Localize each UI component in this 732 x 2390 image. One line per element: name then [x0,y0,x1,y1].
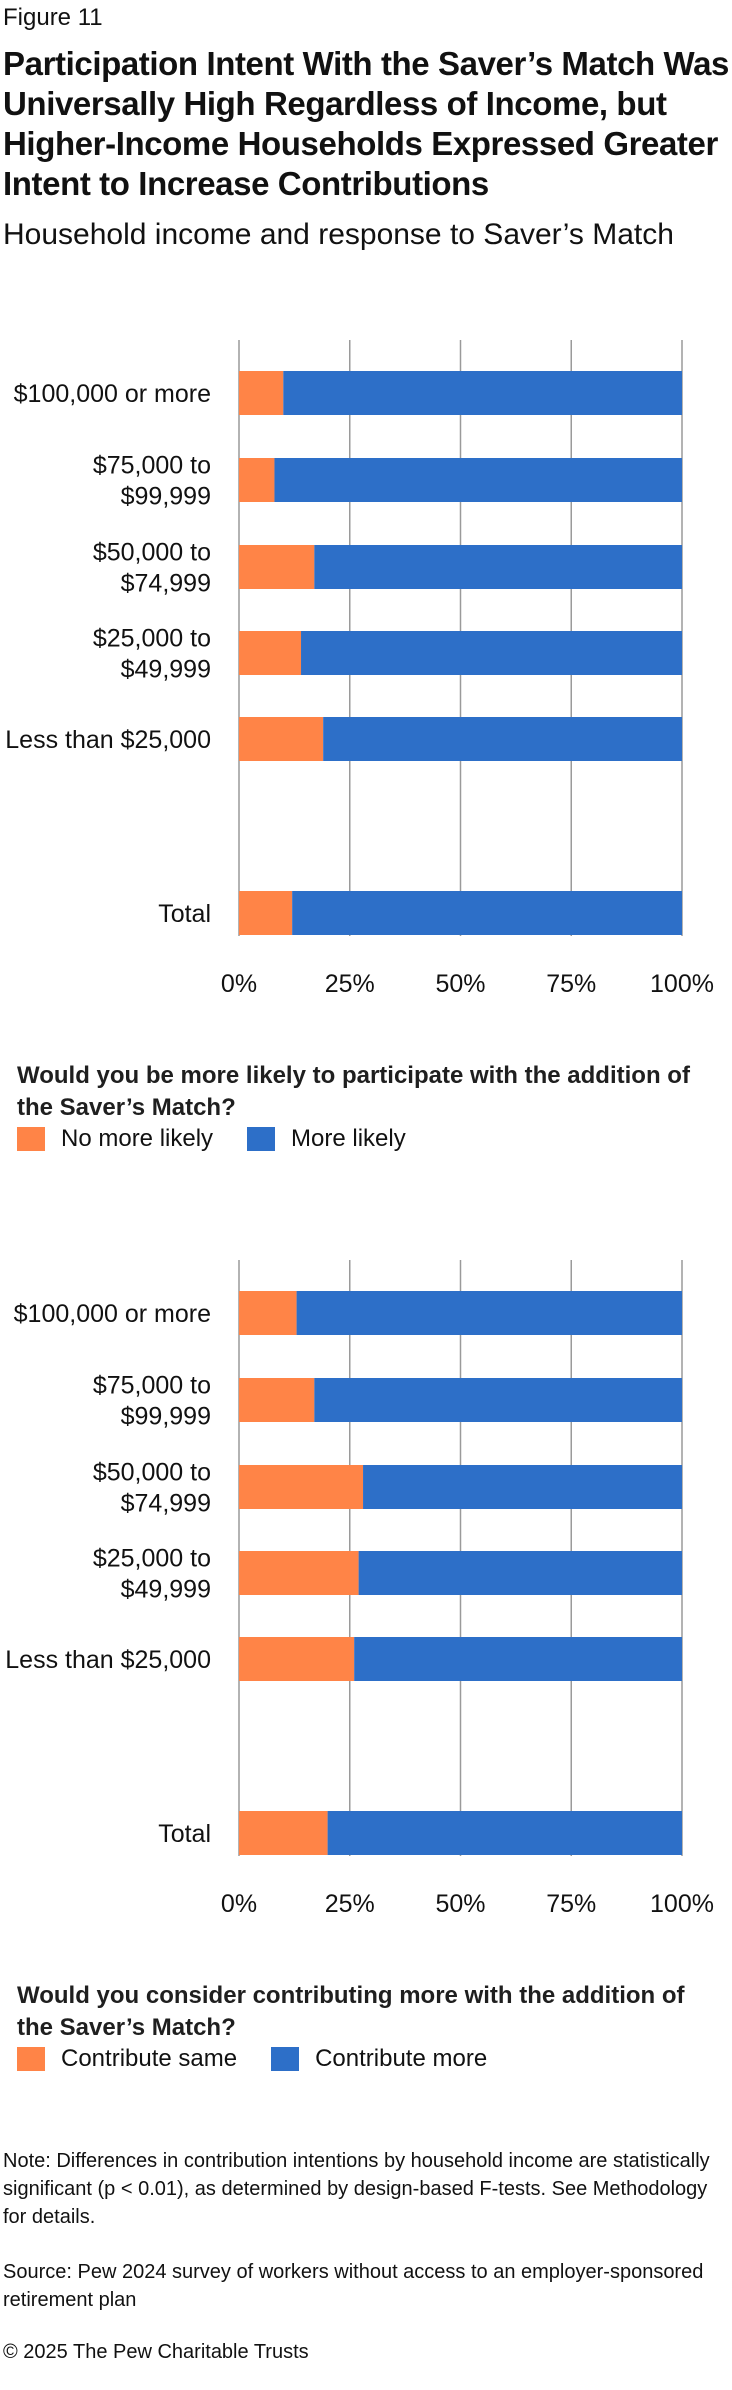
legend-label: No more likely [61,1125,214,1152]
bar-orange-1 [239,371,284,415]
bar-blue-4 [358,1551,682,1595]
note-text: Note: Differences in contribution intent… [3,2150,710,2228]
bar-blue-5 [354,1637,682,1681]
bar-blue-3 [314,545,682,589]
x-tick-label: 25% [325,1890,375,1918]
x-tick-label: 50% [435,1890,485,1918]
x-tick-label: 0% [221,1890,257,1918]
copyright-text: © 2025 The Pew Charitable Trusts [3,2341,309,2363]
bar-orange-2 [239,458,275,502]
x-tick-label: 100% [650,1890,714,1918]
legend-item-orange: Contribute same [17,2044,237,2074]
category-label: $99,999 [121,1403,211,1431]
chart-subtitle: Household income and response to Saver’s… [3,218,674,251]
x-tick-label: 75% [546,1890,596,1918]
chart1-legend-question: Would you be more likely to participate … [17,1062,690,1121]
legend-label: More likely [291,1125,406,1152]
participation-bar-chart: 0% 25% 50% 75% 100% $100,000 or more $75,000 t… [5,340,714,998]
bar-orange-4 [239,631,302,675]
bar-orange-6 [239,891,293,935]
bar-blue-1 [296,1291,682,1335]
legend-swatch-blue [247,1127,276,1151]
category-label: Less than $25,000 [5,1646,211,1674]
x-tick-label: 0% [221,970,257,998]
legend-item-blue: More likely [247,1124,406,1154]
x-tick-label: 100% [650,970,714,998]
category-label: Less than $25,000 [5,726,211,754]
source-text: Source: Pew 2024 survey of workers witho… [3,2261,704,2311]
category-label: $99,999 [121,483,211,511]
bar-blue-6 [327,1811,682,1855]
chart-title: Participation Intent With the Saver’s Ma… [3,45,729,202]
bar-orange-6 [239,1811,328,1855]
x-tick-label: 75% [546,970,596,998]
category-label: $74,999 [121,570,211,598]
category-label: $74,999 [121,1490,211,1518]
category-label: $49,999 [121,1576,211,1604]
x-tick-label: 25% [325,970,375,998]
bar-orange-1 [239,1291,297,1335]
legend-swatch-orange [17,2047,45,2071]
bar-blue-1 [283,371,682,415]
legend-item-orange: No more likely [17,1124,213,1154]
category-label: $75,000 to [93,452,211,480]
chart2-legend-question: Would you consider contributing more wit… [17,1982,685,2041]
category-label: Total [158,900,211,928]
legend-label: Contribute same [61,2045,238,2072]
bar-orange-2 [239,1378,315,1422]
bar-blue-6 [292,891,682,935]
bar-orange-3 [239,545,315,589]
category-label: $25,000 to [93,625,211,653]
category-label: $75,000 to [93,1372,211,1400]
bar-blue-5 [323,717,682,761]
legend-label: Contribute more [315,2045,488,2072]
category-label: $25,000 to [93,1545,211,1573]
bar-blue-2 [274,458,682,502]
category-label: Total [158,1820,211,1848]
x-tick-label: 50% [435,970,485,998]
chart1-legend: No more likely More likely [17,1124,440,1154]
category-label: $50,000 to [93,1459,211,1487]
legend-item-blue: Contribute more [271,2044,487,2074]
category-label: $100,000 or more [14,1300,211,1328]
bar-blue-2 [314,1378,682,1422]
chart2-legend: Contribute same Contribute more [17,2044,521,2074]
bar-orange-5 [239,1637,355,1681]
bar-blue-3 [363,1465,682,1509]
figure-label: Figure 11 [3,4,103,31]
legend-swatch-orange [17,1127,45,1151]
legend-swatch-blue [271,2047,300,2071]
bar-orange-4 [239,1551,359,1595]
contribution-bar-chart: 0% 25% 50% 75% 100% $100,000 or more $75,000 t… [5,1260,714,1918]
category-label: $100,000 or more [14,380,211,408]
category-label: $50,000 to [93,539,211,567]
bar-orange-3 [239,1465,364,1509]
bar-blue-4 [301,631,682,675]
bar-orange-5 [239,717,324,761]
category-label: $49,999 [121,656,211,684]
